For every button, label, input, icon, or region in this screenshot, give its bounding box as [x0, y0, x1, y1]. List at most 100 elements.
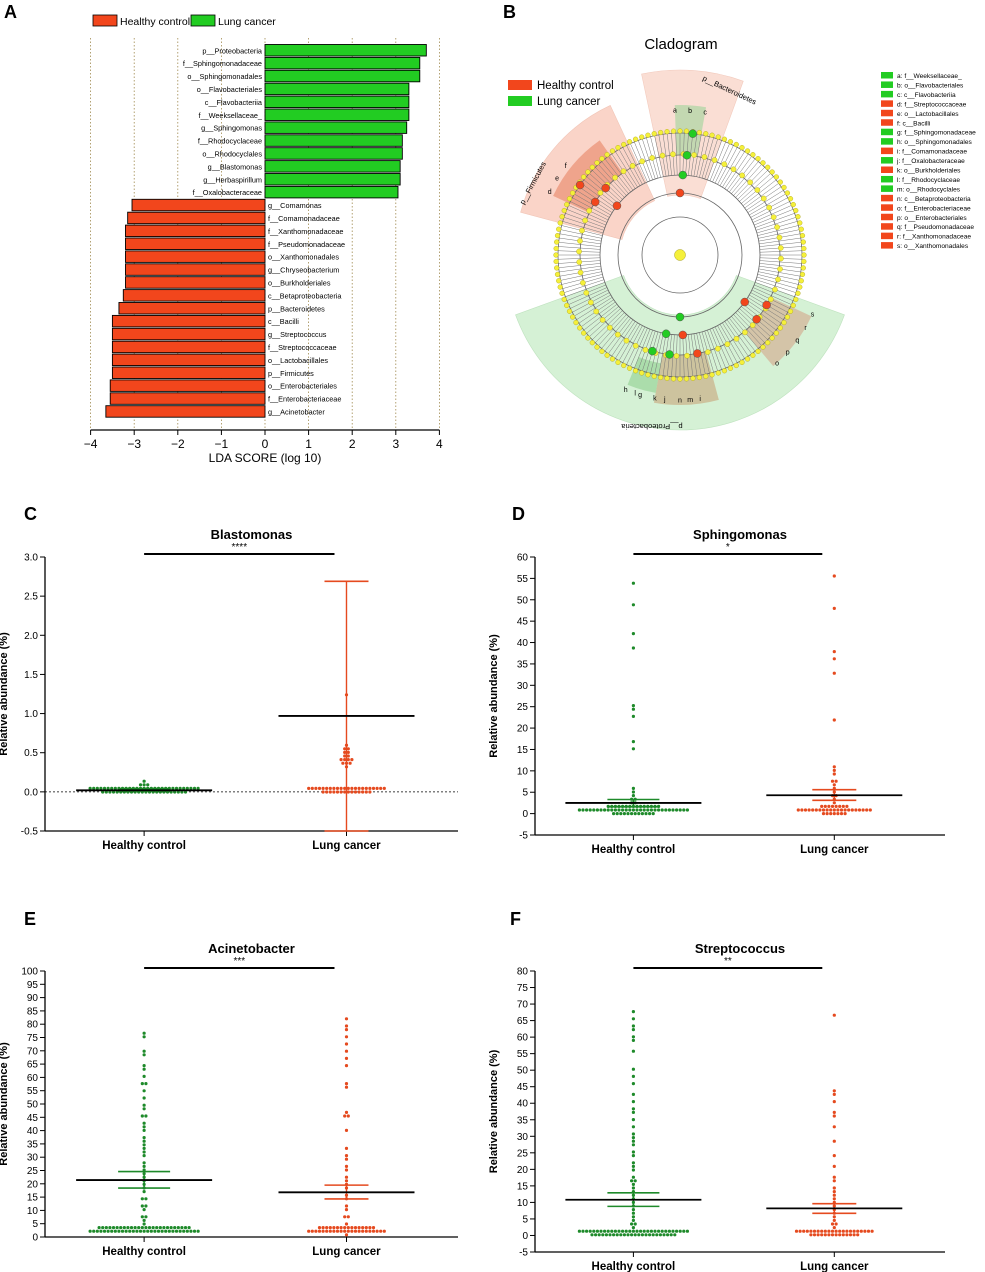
data-point	[612, 1233, 616, 1237]
data-point	[361, 790, 365, 794]
branch	[758, 271, 800, 281]
leaf-node	[703, 373, 709, 379]
data-point	[832, 1175, 836, 1179]
biomarker-node	[665, 350, 674, 359]
key-label: g: f__Sphingomonadaceae	[897, 130, 976, 137]
data-point	[588, 808, 592, 812]
data-point	[339, 790, 343, 794]
data-point	[845, 1233, 849, 1237]
key-swatch	[881, 204, 893, 211]
inner-node	[691, 152, 697, 158]
data-point	[142, 1154, 146, 1158]
branch	[756, 276, 798, 289]
bar-label: f__Weeksellaceae_	[198, 111, 262, 120]
significance-stars: *	[726, 542, 730, 553]
data-point	[807, 808, 811, 812]
branch	[751, 201, 790, 221]
leaf-node	[626, 139, 633, 145]
branch	[719, 324, 742, 361]
data-point	[843, 812, 847, 816]
bar-label: o__Xanthomonadales	[268, 253, 339, 262]
data-point	[368, 1229, 372, 1233]
leaf-node	[557, 284, 563, 290]
inner-node	[632, 342, 639, 349]
bar-o__Flavobacteriales	[264, 82, 410, 96]
leaf-node	[594, 344, 600, 350]
bar-label: o__Enterobacteriales	[268, 382, 337, 391]
inner-node	[642, 347, 649, 353]
data-point	[577, 808, 582, 812]
data-point	[585, 808, 589, 812]
data-point	[660, 808, 664, 812]
bar-label: o__Lactobacillales	[268, 356, 328, 365]
biomarker-node	[648, 346, 657, 356]
data-point	[829, 812, 833, 816]
data-point	[142, 1067, 146, 1071]
key-swatch	[881, 242, 893, 249]
data-point	[621, 808, 625, 812]
bar-label: g__Sphingomonas	[201, 124, 262, 133]
data-point	[101, 790, 105, 794]
inner-node	[607, 324, 613, 331]
data-point	[631, 1136, 636, 1140]
y-tick-label: 70	[517, 1000, 529, 1011]
branch	[618, 149, 641, 186]
data-point	[631, 1038, 636, 1042]
leaf-node	[585, 169, 591, 175]
data-point	[343, 1229, 347, 1233]
leaf-node	[777, 325, 783, 331]
leaf-node	[744, 148, 751, 154]
y-tick-label: 80	[517, 967, 529, 978]
data-point	[344, 1164, 349, 1168]
data-point	[335, 1226, 340, 1230]
y-tick-label: 100	[21, 967, 38, 978]
biomarker-node	[678, 170, 688, 180]
clade-label-proteobacteria: p__Proteobacteria	[621, 422, 683, 431]
inner-node	[599, 317, 606, 323]
data-point	[633, 1222, 637, 1226]
data-point	[187, 1226, 191, 1230]
data-point	[832, 1110, 836, 1114]
data-point	[142, 1143, 146, 1147]
leaf-node	[760, 160, 766, 166]
leaf-node	[599, 348, 605, 354]
panel-label-e: E	[24, 909, 36, 929]
branch	[563, 217, 604, 231]
key-swatch	[881, 128, 893, 136]
data-point	[344, 1175, 349, 1179]
data-point	[361, 1226, 365, 1230]
data-point	[124, 1229, 128, 1233]
x-tick-label: −1	[215, 437, 229, 451]
bar-f__Weeksellaceae_	[264, 108, 410, 121]
leaf-node	[651, 131, 657, 137]
key-label: p: o__Enterobacteriales	[897, 215, 967, 222]
leaf-node	[604, 152, 610, 158]
data-point	[832, 574, 836, 578]
data-point	[164, 1229, 168, 1233]
key-label: s: o__Xanthomonadales	[897, 243, 969, 250]
branch	[731, 161, 759, 194]
data-point	[631, 1168, 636, 1172]
bar-o__Rhodocyclales	[264, 147, 403, 160]
branch	[759, 237, 801, 245]
data-point	[142, 1103, 146, 1107]
data-point	[335, 790, 340, 794]
data-point	[368, 1226, 372, 1230]
data-point	[344, 1110, 349, 1114]
leaf-node	[561, 207, 567, 214]
data-point	[631, 1143, 636, 1147]
data-point	[838, 1233, 842, 1237]
sector-letter: m	[687, 397, 693, 404]
inner-node	[670, 151, 676, 158]
y-tick-label: -5	[519, 831, 528, 842]
leaf-node	[564, 302, 570, 309]
y-tick-label: 20	[517, 724, 529, 735]
data-point	[371, 1229, 376, 1233]
branch	[712, 143, 730, 183]
key-label: m: o__Rhodocyclales	[897, 186, 961, 193]
data-point	[832, 783, 836, 787]
bar-label: f__Pseudomonadaceae	[268, 240, 345, 249]
key-label: d: f__Streptococcaceae	[897, 101, 967, 108]
bar-label: g__Herbaspirillum	[203, 175, 262, 184]
branch	[696, 135, 706, 177]
